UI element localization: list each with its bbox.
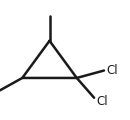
Text: Cl: Cl: [106, 64, 118, 77]
Text: Cl: Cl: [97, 95, 108, 108]
